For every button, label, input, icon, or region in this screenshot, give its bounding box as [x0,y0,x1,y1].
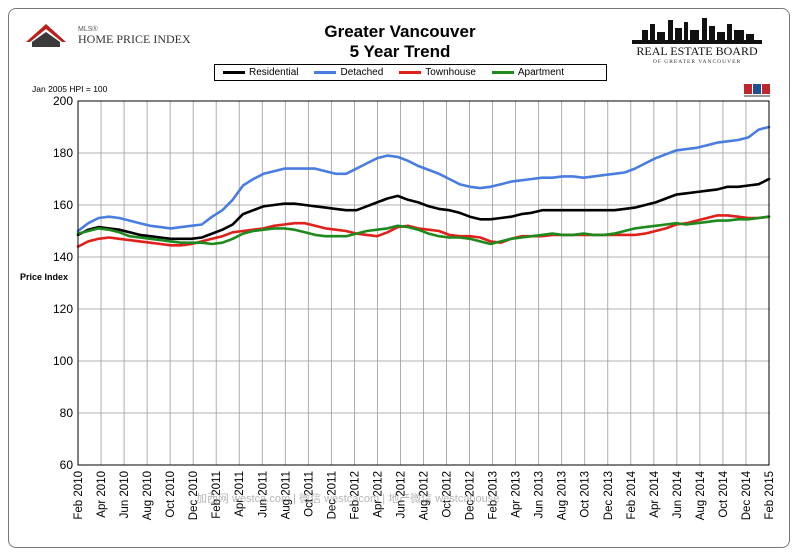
x-tick-label: Oct 2014 [718,470,730,517]
x-tick-label: Apr 2013 [511,471,523,518]
y-tick-label: 140 [53,250,73,264]
legend-swatch-detached [314,71,337,74]
x-tick-label: Dec 2010 [188,471,200,520]
legend-swatch-townhouse [399,71,422,74]
legend-item-apartment: Apartment [491,67,565,78]
legend-item-detached: Detached [314,67,383,78]
x-tick-label: Feb 2015 [764,471,776,520]
logo-reb-subtext: OF GREATER VANCOUVER [653,59,741,65]
x-tick-label: Apr 2011 [234,471,246,517]
series-line-detached [76,125,771,233]
x-tick-label: Dec 2014 [741,470,753,520]
y-tick-label: 200 [53,94,73,108]
legend-swatch-apartment [491,71,514,74]
x-tick-label: Feb 2013 [488,471,500,520]
x-tick-label: Oct 2013 [580,471,592,518]
mls-badge-icon [744,84,770,97]
chart-subtitle: 5 Year Trend [349,42,451,61]
x-tick-label: Jun 2014 [672,470,684,518]
x-tick-label: Feb 2011 [211,471,223,519]
x-tick-label: Aug 2010 [142,471,154,520]
x-tick-label: Apr 2010 [96,471,108,518]
x-tick-label: Aug 2012 [419,471,431,520]
x-tick-label: Dec 2011 [326,471,338,519]
logo-mls-text: MLS® [78,25,98,33]
legend-label-residential: Residential [249,67,299,78]
y-tick-label: 100 [53,354,73,368]
x-tick-label: Oct 2012 [442,471,454,518]
chart-legend: Residential Detached Townhouse Apartment [214,64,607,81]
x-tick-label: Feb 2012 [349,471,361,520]
real-estate-board-logo: REAL ESTATE BOARD OF GREATER VANCOUVER [632,18,762,65]
x-tick-label: Oct 2010 [165,471,177,518]
x-tick-label: Jun 2011 [257,471,269,517]
legend-label-detached: Detached [340,67,384,78]
y-tick-label: 80 [60,406,74,420]
base-note: Jan 2005 HPI = 100 [32,84,108,94]
logo-hpi-text: HOME PRICE INDEX [78,32,191,46]
y-axis-label: Price Index [20,272,69,282]
y-tick-label: 160 [53,198,73,212]
home-price-index-logo: MLS® HOME PRICE INDEX [26,24,191,47]
x-tick-label: Feb 2010 [73,471,85,520]
y-tick-label: 120 [53,302,73,316]
x-tick-label: Apr 2014 [649,470,661,517]
plot-border [77,100,770,466]
x-tick-label: Jun 2010 [119,471,131,518]
x-tick-label: Dec 2012 [465,471,477,520]
chart-title: Greater Vancouver [324,22,476,41]
x-tick-label: Aug 2014 [695,470,707,520]
legend-item-townhouse: Townhouse [399,67,476,78]
x-tick-label: Jun 2013 [534,471,546,518]
logo-reb-text: REAL ESTATE BOARD [636,44,758,58]
legend-item-residential: Residential [223,67,298,78]
y-tick-label: 180 [53,146,73,160]
x-tick-label: Jun 2012 [395,471,407,518]
legend-label-townhouse: Townhouse [425,67,476,78]
x-tick-label: Apr 2012 [372,471,384,518]
x-tick-label: Feb 2014 [626,470,638,519]
legend-label-apartment: Apartment [517,67,565,78]
watermark: 加西网 westca.com | 微信 westcacom | 地产微信 wes… [196,493,500,505]
city-skyline-icon [632,18,762,44]
series-line-residential [76,177,771,241]
x-tick-label: Oct 2011 [303,471,315,517]
x-tick-label: Aug 2011 [280,471,292,519]
x-tick-label: Aug 2013 [557,471,569,520]
legend-swatch-residential [223,71,245,74]
x-tick-label: Dec 2013 [603,471,615,520]
series-line-apartment [76,215,771,246]
y-tick-label: 60 [60,458,74,472]
